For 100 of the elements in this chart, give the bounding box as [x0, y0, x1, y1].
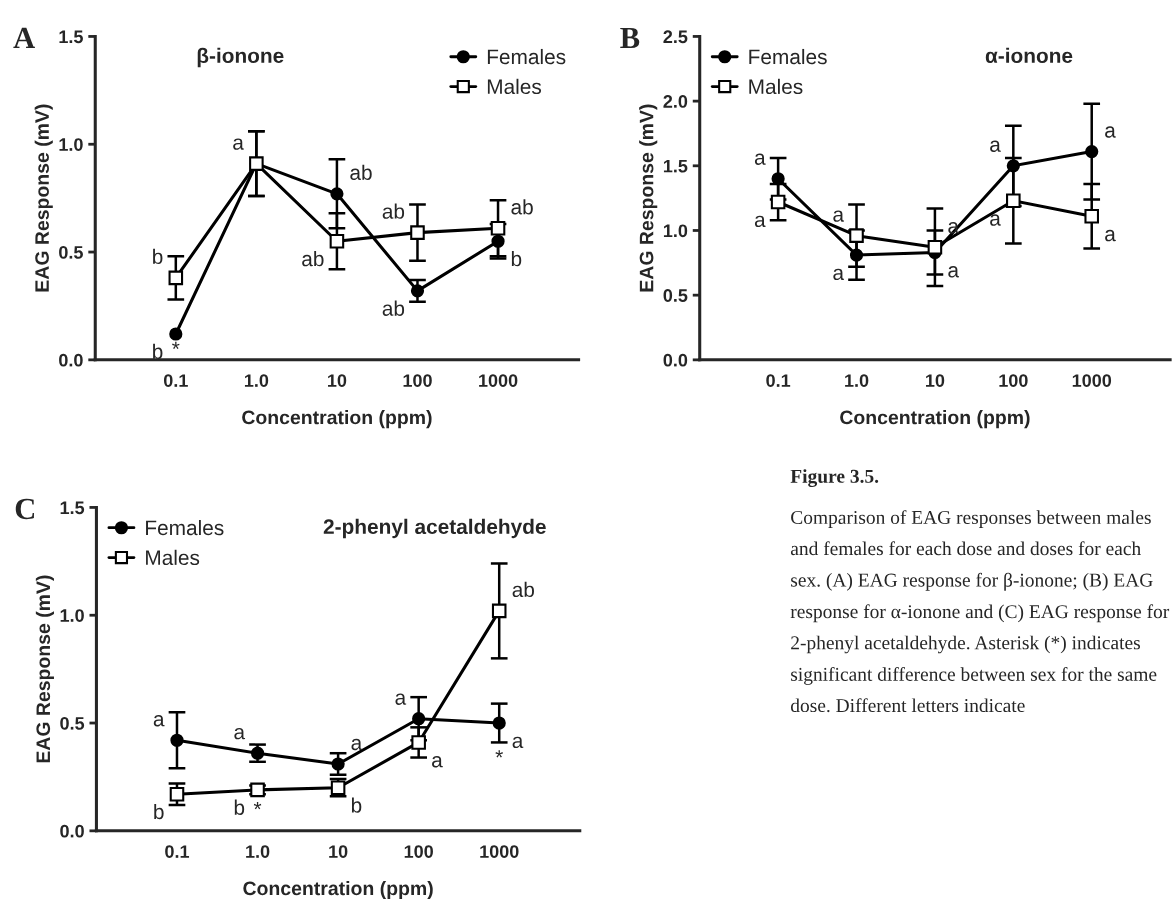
- point: [490, 221, 506, 236]
- x-tick-label: 100: [404, 845, 433, 858]
- x-tick-label: 1000: [480, 845, 519, 858]
- chart-title: α-ionone: [985, 47, 1073, 64]
- annotation: ab: [512, 581, 535, 598]
- legend-label: Females: [146, 519, 224, 536]
- text: B: [620, 27, 640, 49]
- point: [491, 603, 507, 619]
- annotation: ab: [382, 300, 405, 316]
- x-tick-label: 100: [403, 374, 432, 387]
- text: A: [13, 27, 35, 48]
- point: [331, 757, 345, 771]
- point: [330, 187, 344, 201]
- x-tick-label: 1.0: [244, 374, 269, 387]
- annotation: a: [512, 736, 524, 749]
- point: [410, 225, 425, 240]
- point: [927, 240, 943, 255]
- annotation: a: [990, 214, 1001, 226]
- point: [170, 733, 184, 747]
- annotation: a: [351, 738, 363, 751]
- legend-label: Males: [487, 78, 542, 95]
- y-tick-label: 1.0: [59, 138, 83, 151]
- y-tick-label: 0.0: [60, 824, 84, 838]
- annotation: b: [511, 250, 522, 267]
- x-tick-label: 10: [926, 374, 945, 387]
- y-tick-label: 0.0: [59, 353, 83, 367]
- point: [1084, 208, 1100, 224]
- x-axis-title: Concentration (ppm): [242, 410, 432, 429]
- point: [410, 284, 425, 298]
- x-tick-label: 1000: [1072, 374, 1112, 387]
- point: [1006, 193, 1021, 209]
- y-axis-title: EAG Response (mV): [35, 575, 54, 763]
- legend-label: Females: [487, 48, 566, 65]
- legend-label: Females: [749, 48, 827, 65]
- point: [329, 233, 345, 249]
- annotation: a: [990, 140, 1001, 152]
- x-tick-label: 10: [328, 374, 347, 387]
- annotation: a: [1105, 126, 1116, 138]
- annotation: *: [253, 801, 262, 810]
- annotation: a: [754, 215, 766, 228]
- y-tick-label: 0.5: [60, 716, 85, 730]
- x-tick-label: 1.0: [845, 374, 869, 387]
- annotation: *: [495, 750, 503, 758]
- text: β-ionone: [197, 47, 284, 68]
- annotation: a: [153, 715, 165, 727]
- y-axis-title: EAG Response (mV): [639, 104, 658, 292]
- text: Comparison of EAG responses between males and females for each dose and doses for each sex. (A) EAG response for β-ionone; (B) EAG response for α-ionone and (C) EAG response for 2-phenyl acetaldehyde. Asterisk (*) indicates significant difference between sex for the same dose. Different letters indicate: [790, 510, 1170, 713]
- y-tick-label: 2.5: [663, 30, 688, 44]
- annotation: a: [395, 693, 407, 705]
- point: [849, 228, 864, 243]
- annotation: b: [153, 248, 163, 265]
- y-tick-label: 1.0: [663, 224, 688, 238]
- y-axis-title: EAG Response (mV): [34, 104, 53, 292]
- annotation: b: [351, 797, 362, 813]
- annotation: *: [172, 341, 180, 349]
- y-tick-label: 0.5: [59, 245, 83, 259]
- annotation: a: [432, 756, 443, 768]
- point: [1006, 159, 1020, 173]
- point: [411, 735, 426, 750]
- x-tick-label: 0.1: [766, 374, 791, 387]
- x-tick-label: 10: [329, 845, 348, 858]
- point: [771, 172, 785, 186]
- point: [412, 712, 426, 726]
- point: [169, 327, 183, 341]
- caption: Figure 3.5.: [790, 469, 879, 487]
- text: C: [15, 498, 34, 520]
- point: [169, 786, 185, 802]
- x-tick-label: 1.0: [246, 845, 270, 858]
- annotation: a: [234, 727, 246, 740]
- text: 2-phenyl acetaldehyde: [323, 518, 546, 539]
- y-tick-label: 0.0: [663, 353, 688, 367]
- annotation: ab: [350, 164, 372, 180]
- y-tick-label: 0.5: [663, 289, 688, 302]
- y-tick-label: 1.5: [60, 501, 85, 515]
- legend-label: Males: [749, 78, 803, 95]
- x-tick-label: 0.1: [163, 374, 188, 387]
- x-tick-label: 100: [999, 374, 1028, 387]
- y-tick-label: 2.0: [663, 95, 688, 108]
- point: [168, 270, 184, 286]
- x-tick-label: 1000: [479, 374, 518, 387]
- x-axis-title: Concentration (ppm): [840, 410, 1030, 429]
- annotation: a: [233, 138, 244, 150]
- point: [491, 234, 505, 248]
- point: [492, 716, 506, 730]
- y-tick-label: 1.5: [59, 30, 83, 44]
- annotation: b: [234, 799, 245, 815]
- x-axis-title: Concentration (ppm): [243, 881, 433, 900]
- legend-label: Males: [146, 549, 200, 566]
- y-tick-label: 1.5: [663, 159, 688, 173]
- annotation: a: [833, 210, 845, 222]
- point: [849, 248, 864, 262]
- annotation: a: [1105, 229, 1116, 242]
- annotation: a: [833, 268, 845, 281]
- x-tick-label: 0.1: [165, 845, 190, 858]
- annotation: b: [153, 343, 163, 359]
- annotation: ab: [382, 203, 405, 219]
- point: [770, 194, 786, 210]
- annotation: a: [948, 266, 960, 278]
- point: [1085, 144, 1099, 159]
- annotation: a: [754, 153, 766, 165]
